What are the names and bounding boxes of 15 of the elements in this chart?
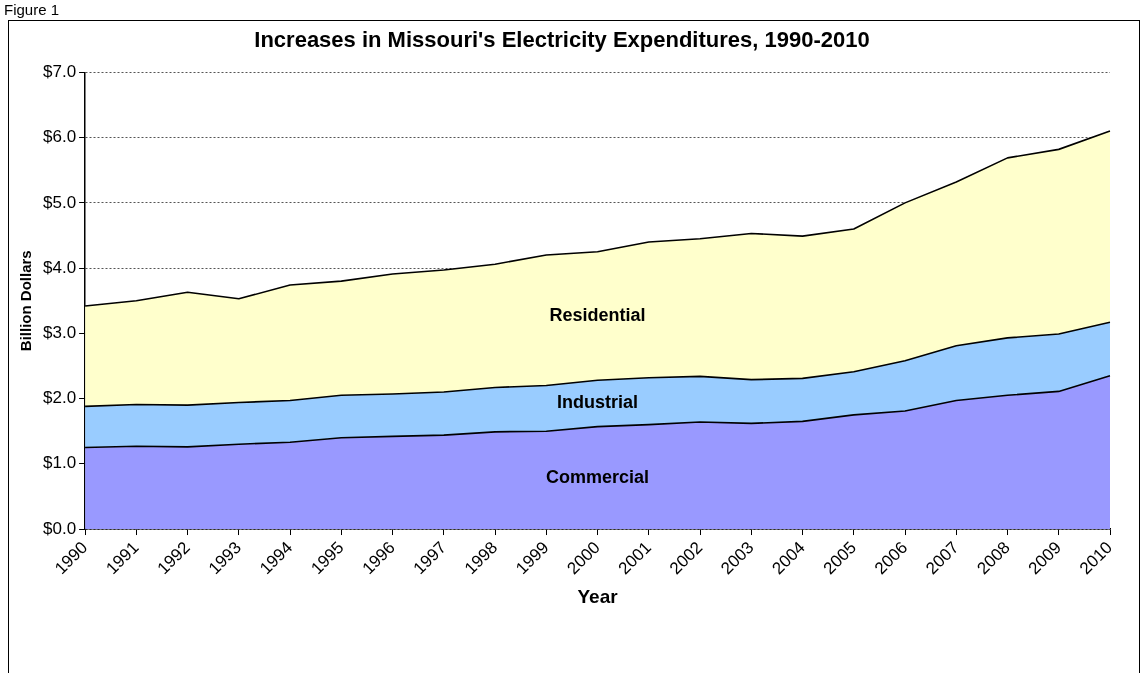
y-axis-title: Billion Dollars xyxy=(17,250,35,352)
y-tick-label: $2.0 xyxy=(42,388,77,408)
y-tick-label: $7.0 xyxy=(42,62,77,82)
y-tick-label: $4.0 xyxy=(42,257,77,277)
y-tick-label: $6.0 xyxy=(42,127,77,147)
y-tick-label: $1.0 xyxy=(42,453,77,473)
series-label: Residential xyxy=(549,305,646,326)
chart-title: Increases in Missouri's Electricity Expenditures, 1990-2010 xyxy=(254,27,870,53)
series-label: Commercial xyxy=(546,466,650,487)
x-axis-title: Year xyxy=(577,585,619,607)
y-tick-label: $0.0 xyxy=(42,518,77,538)
caption: Figure 1 xyxy=(4,1,60,18)
y-tick-label: $5.0 xyxy=(42,192,77,212)
y-tick-label: $3.0 xyxy=(42,323,77,343)
series-label: Industrial xyxy=(557,392,639,413)
